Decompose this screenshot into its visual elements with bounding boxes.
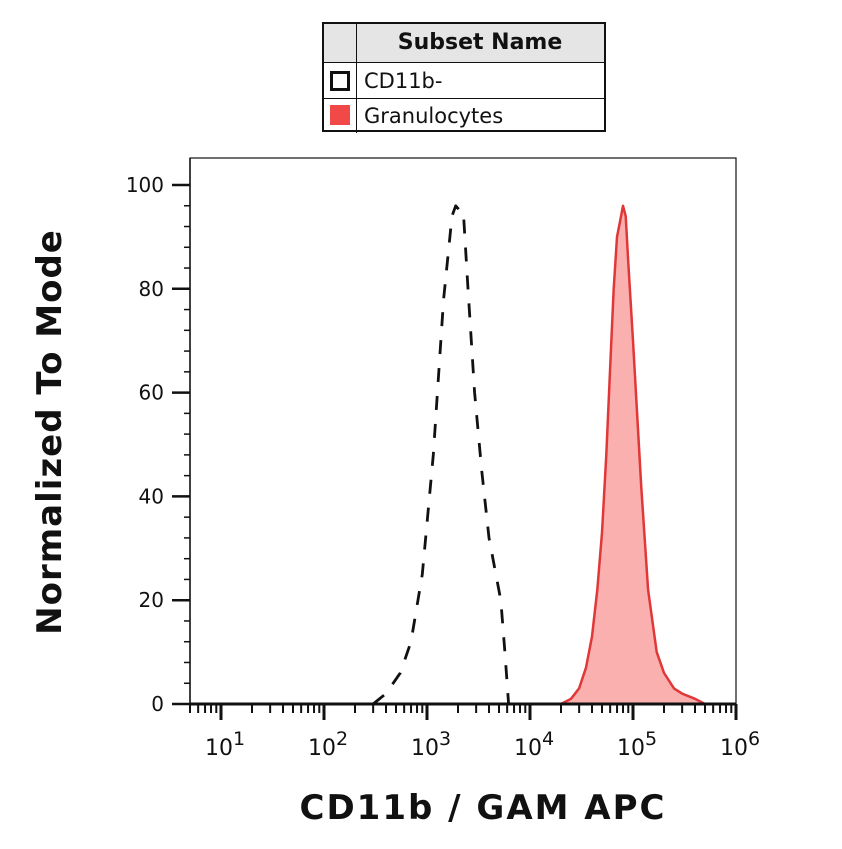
y-tick-label: 20 [139,588,164,612]
legend-swatch-filled-icon [330,105,350,125]
x-tick-label: 104 [514,728,554,761]
legend-swatch-cell [324,99,357,133]
y-tick-label: 80 [139,277,164,301]
x-tick-label: 105 [617,728,657,761]
y-tick-label: 60 [139,381,164,405]
legend-row-granulocytes: Granulocytes [324,98,604,133]
legend-swatch-outline-icon [330,71,350,91]
y-tick-label: 0 [151,692,164,716]
legend-row-cd11b-negative: CD11b- [324,62,604,99]
legend-swatch-cell [324,63,357,99]
x-tick-label: 101 [205,728,245,761]
x-tick-label: 103 [411,728,451,761]
plot-frame [189,157,737,705]
legend-header-empty-cell [324,24,357,62]
legend-item-label: Granulocytes [364,104,504,128]
y-tick-label: 100 [126,173,164,197]
legend-item-label: CD11b- [364,69,443,93]
y-tick-label: 40 [139,484,164,508]
y-axis-label: Normalized To Mode [30,229,70,635]
series-line-0 [372,204,633,706]
legend-table: Subset Name CD11b- Granulocytes [322,22,606,133]
series-area-1 [211,205,720,705]
x-tick-label: 102 [308,728,348,761]
legend-header-row: Subset Name [324,24,604,62]
series-line-1 [211,204,720,706]
x-axis-label: CD11b / GAM APC [299,788,667,828]
legend-header-label: Subset Name [397,30,563,55]
x-tick-label: 106 [720,728,760,761]
